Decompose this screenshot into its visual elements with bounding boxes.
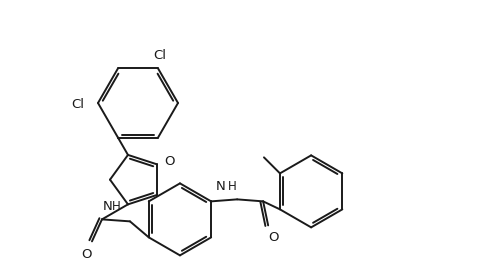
Text: Cl: Cl [154, 49, 167, 62]
Text: N: N [215, 180, 225, 193]
Text: Cl: Cl [71, 98, 84, 111]
Text: O: O [164, 155, 174, 168]
Text: N: N [103, 200, 113, 214]
Text: H: H [112, 200, 121, 214]
Text: H: H [228, 180, 237, 193]
Text: O: O [268, 231, 278, 244]
Text: O: O [82, 248, 92, 261]
